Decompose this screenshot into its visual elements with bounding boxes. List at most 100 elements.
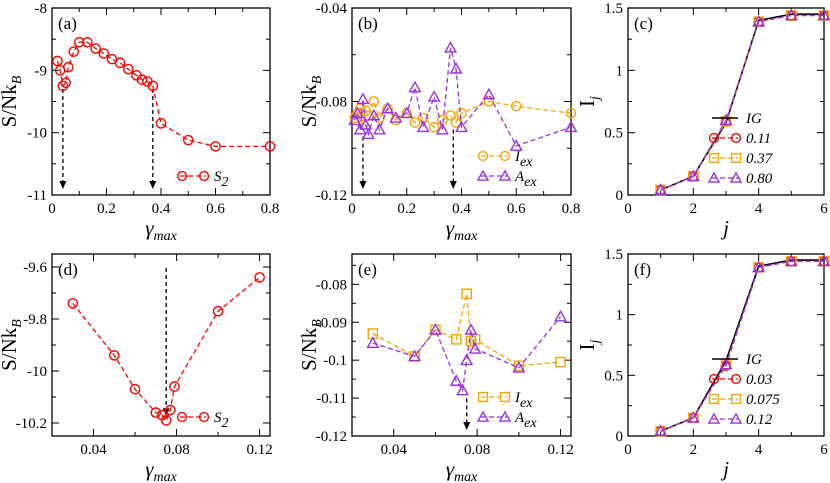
series-line — [660, 260, 824, 432]
data-point — [468, 342, 482, 354]
data-point — [416, 120, 430, 133]
data-point — [752, 260, 766, 273]
data-point — [147, 80, 159, 92]
x-axis-label: γmax — [145, 457, 177, 483]
y-tick-label: -10.2 — [16, 416, 47, 432]
legend-label: S2 — [214, 410, 229, 431]
x-tick-label: 0.6 — [206, 201, 225, 217]
y-axis-label-group: S/NkB — [0, 75, 25, 127]
y-tick-label: -10 — [27, 126, 47, 142]
legend-label: 0.12 — [746, 412, 773, 428]
series-0.37 — [655, 10, 830, 196]
data-point — [435, 122, 449, 135]
x-tick-label: 0 — [624, 442, 632, 458]
data-point — [114, 57, 126, 69]
x-tick-label: 0.08 — [464, 442, 490, 458]
axes-frame — [627, 7, 825, 196]
data-point — [212, 305, 224, 317]
data-point — [348, 113, 362, 126]
data-point — [461, 288, 473, 300]
data-point — [719, 113, 733, 126]
legend-marker — [707, 412, 721, 424]
series-line — [660, 14, 824, 191]
legend-marker — [477, 150, 489, 162]
arrow-head — [449, 181, 457, 189]
data-point — [381, 101, 395, 114]
panel-label: (a) — [58, 14, 77, 33]
series-line — [660, 14, 824, 191]
data-point — [512, 361, 526, 373]
data-point — [123, 63, 134, 75]
data-point — [409, 117, 421, 128]
legend-marker — [730, 393, 742, 405]
data-point — [445, 110, 456, 121]
series-line — [660, 14, 824, 191]
series-line — [660, 260, 824, 432]
legend-marker — [498, 410, 512, 422]
data-point — [654, 424, 668, 437]
data-point — [460, 353, 474, 366]
data-point — [160, 415, 172, 426]
data-point — [564, 120, 578, 133]
data-point — [165, 404, 176, 416]
legend-label: S2 — [214, 169, 229, 190]
series-line — [354, 47, 572, 147]
data-point — [455, 120, 468, 133]
data-point — [686, 169, 700, 182]
data-point — [108, 350, 120, 361]
legend-marker — [708, 132, 720, 144]
y-axis-label-group: S/NkB — [297, 319, 325, 371]
y-tick-label: -9.6 — [23, 260, 47, 276]
data-point — [73, 36, 85, 48]
legend-marker — [198, 170, 210, 182]
axes-frame — [351, 253, 572, 437]
panel-label: (e) — [358, 260, 377, 279]
y-axis-label-group: S/NkB — [0, 319, 25, 371]
legend-label: 0.37 — [746, 151, 774, 167]
y-axis-label-group: Ij — [575, 339, 603, 350]
data-point — [449, 62, 463, 74]
x-tick-label: 0 — [48, 201, 56, 217]
legend-marker — [708, 393, 720, 405]
arrow-head — [463, 422, 471, 430]
legend-marker — [498, 169, 512, 181]
data-point — [456, 383, 470, 396]
series-0.075 — [655, 255, 830, 437]
x-tick-label: 0.2 — [397, 201, 416, 217]
axes-frame — [627, 253, 825, 437]
series-S — [52, 36, 276, 152]
panel-b: 0 0.2 0.4 0.6 0.8 -0.12 -0.08 -0.04 γmax S/NkB (b)… — [297, 1, 580, 244]
x-tick-label: 0.8 — [261, 201, 280, 217]
data-point — [456, 107, 467, 119]
y-tick-label: -0.09 — [316, 315, 347, 331]
data-point — [98, 48, 110, 59]
y-tick-label: 0.5 — [604, 368, 623, 384]
series-0.03 — [655, 255, 830, 437]
arrow-head — [149, 181, 157, 189]
y-tick-label: 1.5 — [604, 247, 623, 263]
data-point — [254, 272, 265, 283]
legend-marker — [176, 411, 188, 423]
y-tick-label: 0 — [616, 188, 624, 204]
panel-a: 0 0.2 0.4 0.6 0.8 -11 -10 -9 -8 γmax S/NkB (a) S2 — [0, 1, 279, 244]
legend: IG 0.11 0.37 0.80 — [707, 111, 774, 187]
x-tick-label: 0 — [348, 201, 356, 217]
data-point — [720, 116, 732, 127]
panel-c: 0 2 4 6 0 0.5 1 1.5 j Ij (c) IG 0.11 0.37 0.80 — [575, 1, 830, 240]
legend: IG 0.03 0.075 0.12 — [707, 352, 780, 428]
data-point — [784, 254, 798, 267]
data-point — [554, 309, 568, 322]
legend-label: 0.11 — [746, 131, 771, 147]
x-tick-label: 0.12 — [547, 442, 573, 458]
y-axis-label: S/NkB — [297, 75, 325, 127]
data-point — [509, 139, 523, 151]
panel-label: (d) — [58, 260, 78, 279]
y-tick-label: -0.1 — [323, 353, 347, 369]
data-point — [57, 80, 69, 92]
y-tick-label: -9 — [35, 63, 48, 79]
y-tick-label: -9.8 — [23, 312, 47, 328]
data-point — [367, 108, 381, 121]
series-I — [349, 96, 577, 133]
legend-marker — [729, 412, 743, 424]
